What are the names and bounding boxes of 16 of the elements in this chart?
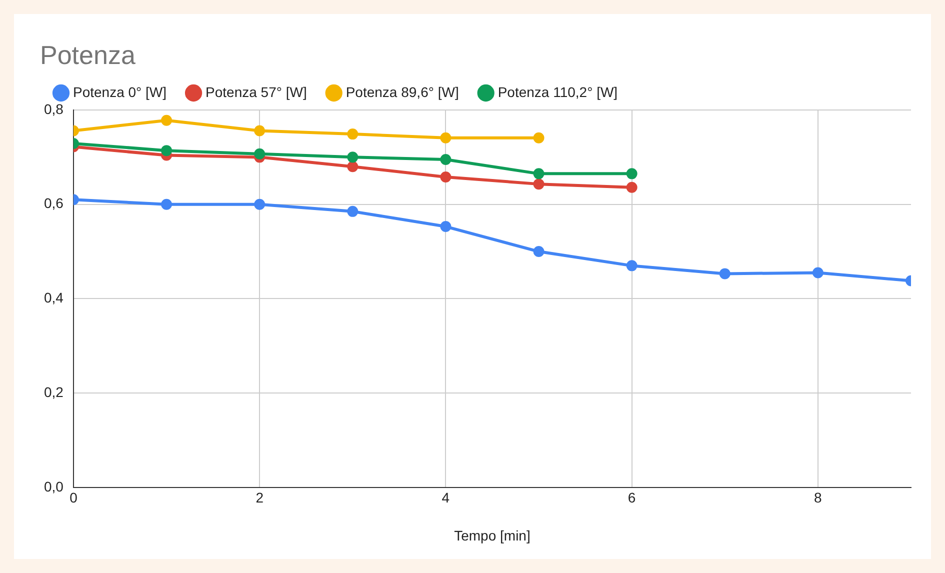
legend-label: Potenza 57° [W] — [206, 84, 307, 100]
x-tick-label: 4 — [442, 490, 450, 506]
legend-label: Potenza 0° [W] — [73, 84, 167, 100]
x-tick-label: 2 — [256, 490, 264, 506]
y-tick-label: 0,2 — [44, 384, 64, 400]
x-tick-label: 8 — [814, 490, 822, 506]
x-tick-label: 0 — [70, 490, 78, 506]
x-tick-label: 6 — [628, 490, 636, 506]
y-tick-label: 0,4 — [44, 290, 64, 306]
legend-label: Potenza 89,6° [W] — [346, 84, 459, 100]
y-tick-label: 0,0 — [44, 478, 64, 494]
y-tick-label: 0,8 — [44, 100, 64, 117]
chart-title: Potenza — [40, 40, 136, 71]
y-tick-label: 0,6 — [44, 195, 64, 212]
legend-label: Potenza 110,2° [W] — [498, 84, 618, 100]
x-axis-title: Tempo [min] — [454, 527, 530, 544]
